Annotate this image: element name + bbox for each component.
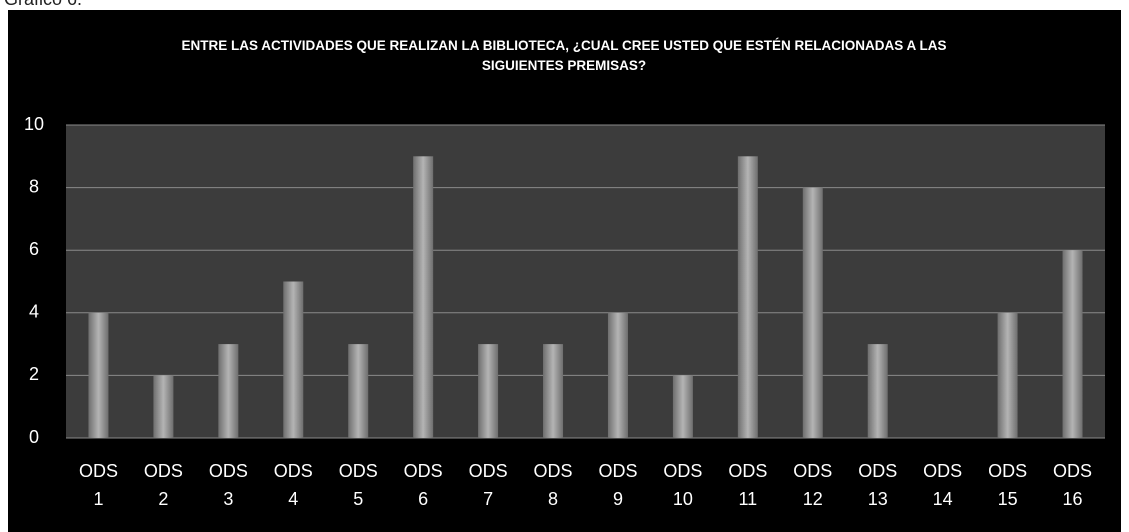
x-tick-label: ODS 12: [793, 461, 832, 509]
bar: [88, 312, 109, 438]
bar: [478, 344, 499, 438]
x-tick-label: ODS 13: [858, 461, 897, 509]
bar: [283, 281, 304, 438]
x-tick-label: ODS 6: [404, 461, 443, 509]
chart-title: ENTRE LAS ACTIVIDADES QUE REALIZAN LA BI…: [181, 38, 947, 73]
x-tick-label: ODS 11: [728, 461, 767, 509]
bar: [607, 312, 628, 438]
x-tick-label: ODS 9: [598, 461, 637, 509]
x-tick-label: ODS 14: [923, 461, 962, 509]
bar: [867, 344, 888, 438]
x-tick-label: ODS 15: [988, 461, 1027, 509]
x-tick-label: ODS 8: [534, 461, 573, 509]
bar: [543, 344, 564, 438]
x-tick-label: ODS 10: [663, 461, 702, 509]
bar: [413, 156, 434, 439]
y-tick-label: 10: [24, 114, 44, 134]
x-tick-label: ODS 7: [469, 461, 508, 509]
y-tick-label: 8: [29, 176, 39, 196]
bar: [218, 344, 239, 438]
bar: [153, 375, 174, 438]
bar: [737, 156, 758, 439]
x-tick-label: ODS 2: [144, 461, 183, 509]
bar: [348, 344, 369, 438]
x-tick-label: ODS 4: [274, 461, 313, 509]
y-tick-label: 2: [29, 364, 39, 384]
x-tick-label: ODS 5: [339, 461, 378, 509]
x-tick-label: ODS 3: [209, 461, 248, 509]
bar: [997, 312, 1018, 438]
caption: Gráfico 6.: [4, 0, 82, 10]
bar: [802, 187, 823, 438]
bar: [672, 375, 693, 438]
plot-area: [66, 125, 1105, 438]
chart: 0 2 4 6 8 10 ODS 1 ODS 2 ODS 3 ODS 4 ODS 5 ODS 6 ODS 7 ODS 8 O…: [8, 10, 1121, 532]
x-tick-label: ODS 1: [79, 461, 118, 509]
y-tick-label: 0: [29, 427, 39, 447]
x-tick-label: ODS 16: [1053, 461, 1092, 509]
y-tick-label: 4: [29, 302, 39, 322]
y-tick-label: 6: [29, 239, 39, 259]
bar: [1062, 250, 1083, 438]
